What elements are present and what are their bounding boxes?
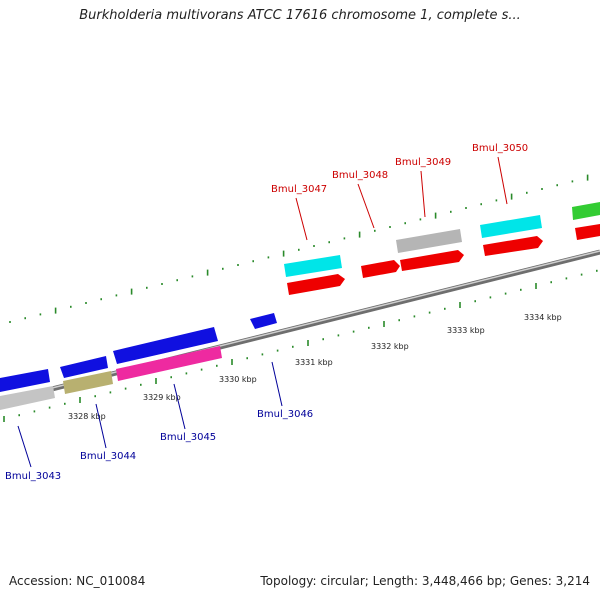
gene-feature[interactable] bbox=[287, 274, 345, 295]
tick-label: 3329 kbp bbox=[143, 393, 181, 402]
tick-label: 3328 kbp bbox=[68, 412, 106, 421]
gene-label: Bmul_3043 bbox=[5, 471, 61, 482]
gene-label: Bmul_3044 bbox=[80, 451, 136, 462]
tick-label: 3332 kbp bbox=[371, 342, 409, 351]
gene-feature[interactable] bbox=[116, 346, 222, 381]
gene-feature[interactable] bbox=[575, 224, 600, 240]
tick-label: 3331 kbp bbox=[295, 358, 333, 367]
forward-gene-labels: Bmul_3047 Bmul_3048 Bmul_3049 Bmul_3050 bbox=[271, 143, 528, 241]
tick-label: 3334 kbp bbox=[524, 313, 562, 322]
gene-feature[interactable] bbox=[400, 250, 464, 271]
topology-label: Topology: circular; Length: 3,448,466 bp… bbox=[260, 574, 590, 588]
upper-tick-row bbox=[9, 174, 589, 323]
gene-label: Bmul_3050 bbox=[472, 143, 528, 154]
gene-feature[interactable] bbox=[361, 260, 400, 278]
gene-label: Bmul_3049 bbox=[395, 157, 451, 168]
accession-label: Accession: NC_010084 bbox=[9, 574, 146, 588]
gene-label: Bmul_3048 bbox=[332, 170, 388, 181]
gene-feature[interactable] bbox=[480, 215, 542, 238]
reverse-gene-labels: Bmul_3043 Bmul_3044 Bmul_3045 Bmul_3046 bbox=[5, 361, 313, 482]
forward-strand-features bbox=[284, 202, 600, 295]
gene-label: Bmul_3045 bbox=[160, 432, 216, 443]
gene-feature[interactable] bbox=[63, 371, 113, 394]
tick-label: 3330 kbp bbox=[219, 375, 257, 384]
gene-feature[interactable] bbox=[284, 255, 342, 277]
gene-feature[interactable] bbox=[0, 386, 55, 410]
gene-feature[interactable] bbox=[483, 236, 543, 256]
position-tick-labels: 3328 kbp 3329 kbp 3330 kbp 3331 kbp 3332… bbox=[68, 313, 562, 421]
gene-feature[interactable] bbox=[113, 327, 218, 364]
gene-feature[interactable] bbox=[250, 313, 277, 329]
lower-tick-row bbox=[3, 269, 598, 422]
gene-label: Bmul_3046 bbox=[257, 409, 313, 420]
gene-feature[interactable] bbox=[396, 229, 462, 253]
gene-feature[interactable] bbox=[60, 356, 108, 378]
gene-feature[interactable] bbox=[572, 202, 600, 220]
gene-feature[interactable] bbox=[0, 369, 50, 392]
reverse-strand-features bbox=[0, 313, 277, 410]
tick-label: 3333 kbp bbox=[447, 326, 485, 335]
map-title: Burkholderia multivorans ATCC 17616 chro… bbox=[79, 8, 521, 23]
gene-label: Bmul_3047 bbox=[271, 184, 327, 195]
